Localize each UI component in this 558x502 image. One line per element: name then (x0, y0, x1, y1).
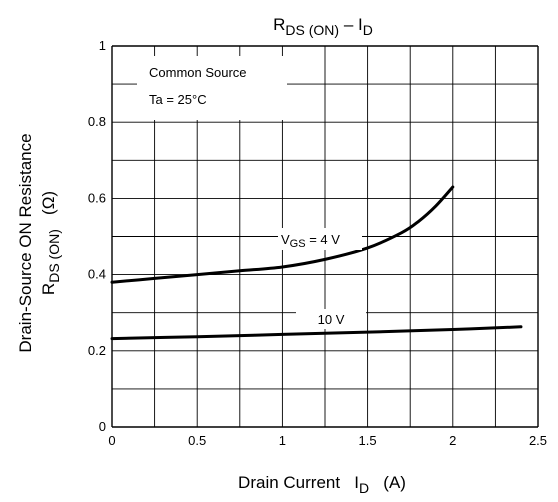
title-sub1: DS (ON) (285, 22, 339, 38)
y-axis-label-line2-sub: DS (ON) (46, 229, 62, 283)
x-axis-label-main: Drain Current I (238, 473, 359, 492)
y-tick-label: 0.6 (88, 190, 106, 205)
title-dash: – I (339, 15, 363, 34)
y-tick-label: 0.8 (88, 114, 106, 129)
y-axis-label-line2-unit: (Ω) (39, 191, 58, 229)
y-tick-label: 0 (99, 419, 106, 434)
y-tick-label: 0.2 (88, 343, 106, 358)
series-label-4v-rest: = 4 V (306, 232, 341, 247)
annotation-background (137, 56, 287, 120)
title-sub2: D (363, 22, 373, 38)
y-axis-label-line2-main: R (39, 283, 58, 295)
y-axis-label-line1: Drain-Source ON Resistance (16, 133, 35, 352)
series-label-4v: VGS = 4 V (281, 232, 340, 250)
chart-title: RDS (ON) – ID (273, 15, 373, 38)
title-main: R (273, 15, 285, 34)
series-lines (110, 185, 523, 341)
x-tick-label: 2 (449, 433, 456, 448)
series-label-4v-main: V (281, 232, 290, 247)
grid-lines (111, 45, 539, 428)
y-tick-label: 0.4 (88, 267, 106, 282)
x-tick-label: 1 (279, 433, 286, 448)
x-axis-label-unit: (A) (369, 473, 406, 492)
tick-labels: 0 0.5 1 1.5 2 2.5 0 0.2 0.4 0.6 0.8 1 (88, 38, 547, 448)
series-line-vgs-10v (110, 325, 523, 341)
series-label-bg-10v (296, 309, 366, 329)
x-axis-label: Drain Current ID (A) (238, 473, 406, 496)
series-label-bg-4v (278, 228, 362, 250)
annotation-temperature: Ta = 25°C (149, 92, 207, 107)
y-tick-label: 1 (99, 38, 106, 53)
annotation-common-source: Common Source (149, 65, 247, 80)
series-label-4v-sub: GS (290, 238, 306, 250)
x-tick-label: 1.5 (359, 433, 377, 448)
x-axis-label-sub: D (359, 480, 369, 496)
x-tick-label: 0.5 (188, 433, 206, 448)
y-axis-label-line2: RDS (ON) (Ω) (39, 191, 62, 295)
x-tick-label: 2.5 (529, 433, 547, 448)
x-tick-label: 0 (108, 433, 115, 448)
series-line-vgs-4v (110, 185, 455, 284)
series-label-10v: 10 V (318, 312, 345, 327)
